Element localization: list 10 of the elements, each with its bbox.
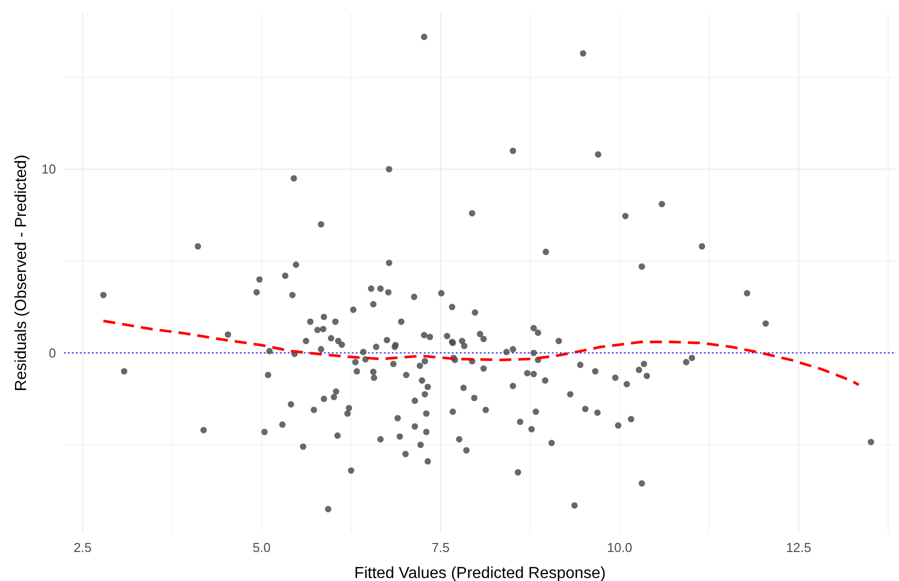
x-tick-label: 12.5 <box>786 540 812 555</box>
x-axis-title: Fitted Values (Predicted Response) <box>354 565 606 581</box>
line-series <box>102 320 860 386</box>
y-tick-label: 0 <box>48 345 56 360</box>
x-tick-label: 2.5 <box>74 540 92 555</box>
x-tick-label: 10.0 <box>606 540 632 555</box>
y-axis-title: Residuals (Observed - Predicted) <box>13 154 30 392</box>
x-tick-label: 5.0 <box>252 540 271 555</box>
y-tick-label: 10 <box>42 162 56 177</box>
x-tick-label: 7.5 <box>432 540 450 555</box>
